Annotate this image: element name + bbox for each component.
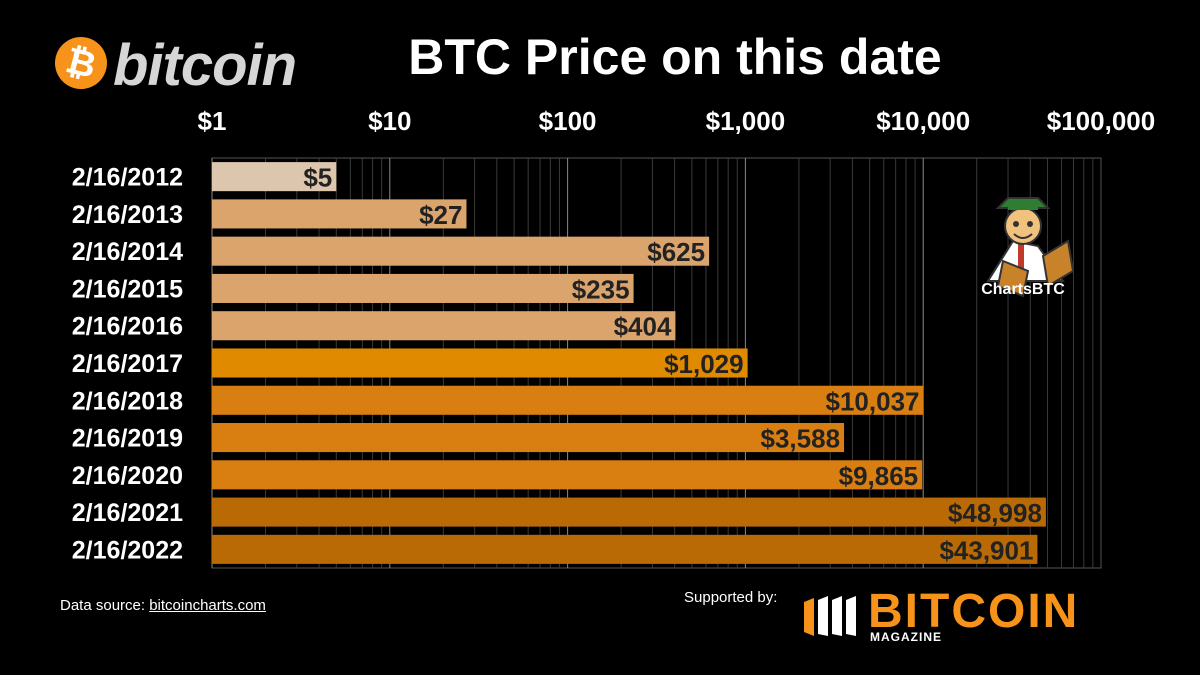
bar — [212, 348, 748, 378]
bar — [212, 497, 1046, 527]
bitcoin-magazine-logo: BITCOIN MAGAZINE — [804, 584, 1114, 650]
value-label: $48,998 — [948, 498, 1042, 528]
x-tick-label: $10 — [368, 106, 411, 136]
category-label: 2/16/2013 — [72, 201, 183, 229]
x-tick-label: $100,000 — [1047, 106, 1155, 136]
x-tick-label: $100 — [539, 106, 597, 136]
value-label: $3,588 — [761, 424, 841, 454]
mascot-label: ChartsBTC — [981, 281, 1065, 298]
bar — [212, 460, 923, 490]
data-source: Data source: bitcoincharts.com — [60, 597, 266, 614]
category-labels: 2/16/2012 2/16/2013 2/16/2014 2/16/2015 2/16… — [72, 164, 183, 565]
x-tick-label: $10,000 — [876, 106, 970, 136]
category-label: 2/16/2022 — [72, 536, 183, 564]
category-label: 2/16/2020 — [72, 462, 183, 490]
value-label: $404 — [614, 312, 672, 342]
chart-title: BTC Price on this date — [408, 29, 942, 85]
x-tick-label: $1 — [198, 106, 227, 136]
value-label: $43,901 — [939, 535, 1033, 565]
bar — [212, 273, 634, 303]
value-label: $27 — [419, 200, 462, 230]
chartsbtc-mascot-icon — [968, 186, 1078, 301]
category-label: 2/16/2017 — [72, 350, 183, 378]
x-axis-tick-labels: $1 $10 $100 $1,000 $10,000 $100,000 — [198, 106, 1156, 136]
bitcoin-magazine-bars-icon — [804, 596, 856, 636]
sponsor-name: BITCOIN — [868, 585, 1080, 638]
data-source-prefix: Data source: — [60, 597, 146, 614]
supported-by-label: Supported by: — [684, 589, 778, 606]
bar — [212, 236, 710, 266]
category-label: 2/16/2018 — [72, 387, 183, 415]
category-label: 2/16/2012 — [72, 164, 183, 192]
bar — [212, 385, 924, 415]
value-label: $5 — [303, 163, 332, 193]
category-label: 2/16/2021 — [72, 499, 183, 527]
value-label: $235 — [572, 274, 630, 304]
category-label: 2/16/2015 — [72, 275, 183, 303]
category-label: 2/16/2019 — [72, 425, 183, 453]
bar — [212, 311, 676, 341]
value-label: $9,865 — [839, 461, 919, 491]
bitcoin-wordmark: bitcoin — [113, 33, 297, 98]
x-tick-label: $1,000 — [706, 106, 786, 136]
bars — [212, 162, 1046, 564]
data-source-link[interactable]: bitcoincharts.com — [149, 597, 266, 614]
value-label: $1,029 — [664, 349, 744, 379]
bitcoin-logo: ₿ bitcoin — [49, 30, 335, 98]
bar — [212, 423, 845, 453]
bar — [212, 162, 337, 192]
value-labels: $5 $27 $625 $235 $404 $1,029 $10,037 $3,588 $9,8… — [303, 163, 1042, 566]
bar — [212, 199, 467, 229]
category-label: 2/16/2014 — [72, 238, 183, 266]
sponsor-sub: MAGAZINE — [870, 630, 942, 644]
category-label: 2/16/2016 — [72, 313, 183, 341]
bar — [212, 534, 1038, 564]
value-label: $625 — [647, 237, 705, 267]
value-label: $10,037 — [826, 386, 920, 416]
